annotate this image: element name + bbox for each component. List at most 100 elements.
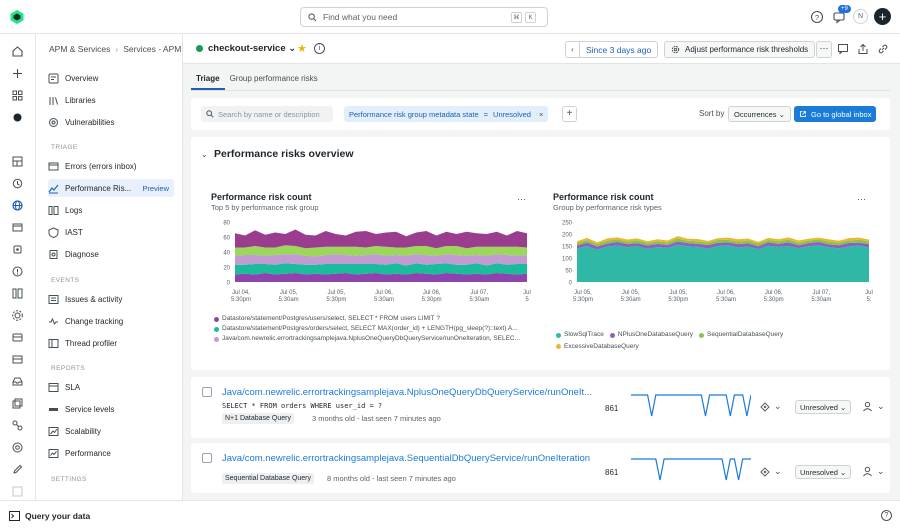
- collapse-chevron-icon[interactable]: ⌄: [201, 150, 208, 159]
- x-tick-label: Jul 05,: [574, 290, 592, 296]
- close-icon[interactable]: ×: [538, 109, 544, 119]
- nav-item-performance[interactable]: Performance: [48, 444, 174, 462]
- breadcrumb-services[interactable]: Services - APM: [123, 44, 182, 54]
- browser-icon[interactable]: [11, 221, 24, 234]
- nav-item-iast[interactable]: IAST: [48, 223, 174, 241]
- nav-item-thread-profiler[interactable]: Thread profiler: [48, 334, 174, 352]
- legend-item[interactable]: Datastore/statement/Postgres/orders/sele…: [214, 324, 528, 334]
- chart-more-button[interactable]: ···: [517, 194, 526, 204]
- assign-user-icon[interactable]: [862, 466, 873, 477]
- settings-rail-icon[interactable]: [11, 441, 24, 454]
- status-select[interactable]: Unresolved ⌄: [795, 400, 852, 414]
- user-avatar[interactable]: N: [853, 9, 868, 24]
- tab-group-performance-risks[interactable]: Group performance risks: [229, 74, 318, 83]
- workloads-icon[interactable]: [11, 353, 24, 366]
- share-icon[interactable]: [857, 43, 869, 55]
- more-rail-icon[interactable]: [11, 485, 24, 498]
- priority-chevron-icon[interactable]: ⌄: [774, 401, 782, 411]
- favorite-star-icon[interactable]: ★: [297, 43, 307, 55]
- sort-select[interactable]: Occurrences ⌄: [728, 106, 791, 122]
- series-area-2[interactable]: [577, 238, 869, 247]
- nav-item-errors[interactable]: Errors (errors inbox): [48, 157, 174, 175]
- series-area-4[interactable]: [235, 229, 527, 249]
- expand-chevron-icon[interactable]: ⌄: [877, 401, 885, 411]
- entity-name-dropdown[interactable]: checkout-service ⌄: [208, 43, 297, 54]
- time-picker[interactable]: ‹ Since 3 days ago: [565, 41, 659, 58]
- nav-item-vulnerabilities[interactable]: Vulnerabilities: [48, 113, 174, 131]
- issue-row[interactable]: Java/com.newrelic.errortrackingsamplejav…: [191, 377, 890, 438]
- help-icon[interactable]: ?: [810, 10, 824, 24]
- alerts-icon[interactable]: [11, 177, 24, 190]
- legend-item[interactable]: Datastore/statement/Postgres/users/selec…: [214, 314, 528, 324]
- go-to-global-inbox-button[interactable]: Go to global inbox: [794, 106, 877, 122]
- nav-item-change-tracking[interactable]: Change tracking: [48, 312, 174, 330]
- nav-item-diagnose[interactable]: Diagnose: [48, 245, 174, 263]
- series-area-0[interactable]: [577, 244, 869, 282]
- add-filter-button[interactable]: +: [562, 106, 577, 122]
- help-icon[interactable]: ?: [881, 510, 892, 521]
- inbox-icon[interactable]: [11, 375, 24, 388]
- integrations-icon[interactable]: [11, 419, 24, 432]
- global-search[interactable]: Find what you need ⌘ K: [300, 7, 548, 27]
- ai-assistant-icon[interactable]: [11, 111, 24, 124]
- series-area-0[interactable]: [235, 273, 527, 282]
- notifications-icon[interactable]: [832, 10, 846, 24]
- nav-item-overview[interactable]: Overview: [48, 69, 174, 87]
- nav-item-sla[interactable]: SLA: [48, 378, 174, 396]
- filter-chip[interactable]: Performance risk group metadata state = …: [344, 106, 549, 122]
- legend-item[interactable]: NPlusOneDatabaseQuery: [609, 330, 693, 340]
- breadcrumb-apm[interactable]: APM & Services: [49, 44, 111, 54]
- query-your-data-button[interactable]: Query your data: [25, 511, 91, 521]
- adjust-thresholds-button[interactable]: Adjust performance risk thresholds: [664, 41, 816, 58]
- dashboards-icon[interactable]: [11, 155, 24, 168]
- link-icon[interactable]: [877, 43, 889, 55]
- edit-icon[interactable]: [11, 463, 24, 476]
- synthetics-icon[interactable]: [11, 243, 24, 256]
- tab-triage[interactable]: Triage: [191, 74, 225, 90]
- comment-icon[interactable]: [837, 43, 849, 55]
- logs-rail-icon[interactable]: [11, 287, 24, 300]
- issue-row[interactable]: Java/com.newrelic.errortrackingsamplejav…: [191, 443, 890, 493]
- stack-icon[interactable]: [11, 397, 24, 410]
- apps-grid-icon[interactable]: [11, 89, 24, 102]
- filter-search[interactable]: [201, 106, 333, 122]
- nav-item-scalability[interactable]: Scalability: [48, 422, 174, 440]
- chevron-left-icon[interactable]: ‹: [566, 42, 580, 57]
- legend-item[interactable]: Java/com.newrelic.errortrackingsamplejav…: [214, 334, 528, 344]
- chart-more-button[interactable]: ···: [857, 194, 866, 204]
- series-area-1[interactable]: [235, 263, 527, 275]
- home-icon[interactable]: [11, 45, 24, 58]
- legend-item[interactable]: SlowSqlTrace: [556, 330, 604, 340]
- nav-item-logs[interactable]: Logs: [48, 201, 174, 219]
- priority-chevron-icon[interactable]: ⌄: [774, 466, 782, 476]
- series-area-3[interactable]: [577, 236, 869, 245]
- add-data-button[interactable]: +: [874, 8, 891, 25]
- infrastructure-icon[interactable]: [11, 309, 24, 322]
- nav-item-libraries[interactable]: Libraries: [48, 91, 174, 109]
- new-relic-logo-icon[interactable]: [9, 9, 25, 25]
- issue-title-link[interactable]: Java/com.newrelic.errortrackingsamplejav…: [222, 453, 591, 464]
- row-checkbox[interactable]: [202, 387, 212, 397]
- errors-rail-icon[interactable]: [11, 265, 24, 278]
- more-options-button[interactable]: ···: [816, 41, 832, 58]
- add-icon[interactable]: [11, 67, 24, 80]
- series-area-1[interactable]: [577, 241, 869, 250]
- priority-icon[interactable]: [760, 467, 770, 477]
- time-range-label[interactable]: Since 3 days ago: [586, 44, 652, 55]
- legend-item[interactable]: SequentialDatabaseQuery: [699, 330, 783, 340]
- info-icon[interactable]: i: [314, 43, 325, 54]
- legend-item[interactable]: ExcessiveDatabaseQuery: [556, 342, 639, 352]
- series-area-2[interactable]: [235, 254, 527, 266]
- nav-item-service-levels[interactable]: Service levels: [48, 400, 174, 418]
- row-checkbox[interactable]: [202, 453, 212, 463]
- expand-chevron-icon[interactable]: ⌄: [877, 466, 885, 476]
- issue-title-link[interactable]: Java/com.newrelic.errortrackingsamplejav…: [222, 387, 593, 398]
- filter-search-input[interactable]: [218, 109, 328, 119]
- status-select[interactable]: Unresolved ⌄: [795, 465, 852, 479]
- nav-item-performance-risks[interactable]: Performance Ris... Preview: [48, 179, 174, 197]
- assign-user-icon[interactable]: [862, 401, 873, 412]
- apm-globe-icon[interactable]: [11, 199, 24, 212]
- priority-icon[interactable]: [760, 402, 770, 412]
- mobile-icon[interactable]: [11, 331, 24, 344]
- nav-item-issues[interactable]: Issues & activity: [48, 290, 174, 308]
